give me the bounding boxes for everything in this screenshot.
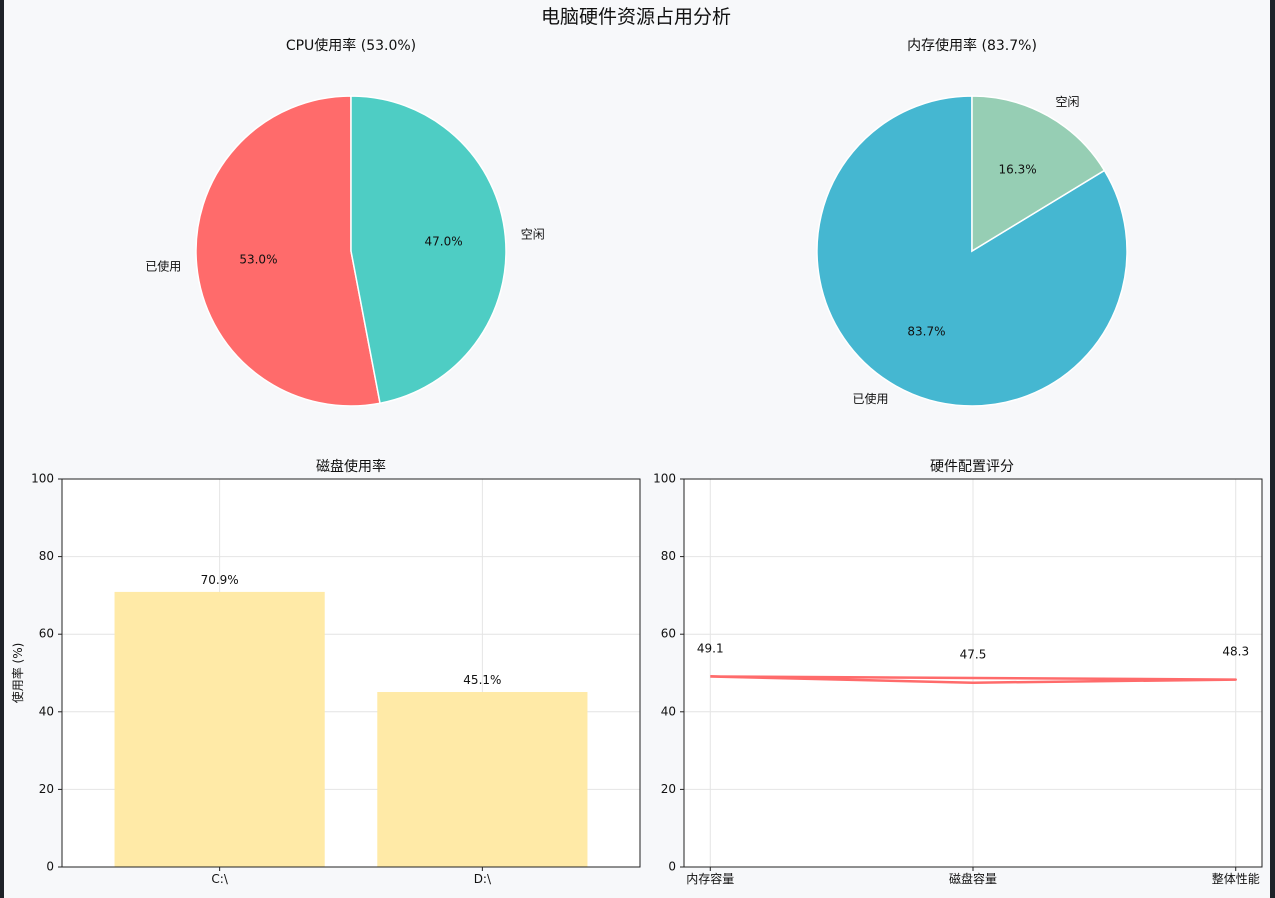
y-tick-label: 40 <box>39 704 54 718</box>
x-tick-label: C:\ <box>211 872 228 886</box>
bar <box>114 591 325 867</box>
y-tick-label: 80 <box>39 549 54 563</box>
chart-canvas: 电脑硬件资源占用分析 CPU使用率 (53.0%) 已使用 53.0% 空闲 47.0… <box>10 6 1263 886</box>
pie-slice-1 <box>971 95 1106 253</box>
y-tick-label: 80 <box>661 549 676 563</box>
pie-slice-1 <box>350 95 507 405</box>
disk-bar-chart: 0 20 40 60 80 100 C:\ D:\ 70.9% 45.1% 使用率 (%) <box>10 472 641 886</box>
x-tick-label: 内存容量 <box>686 871 734 886</box>
pie-pct-label: 83.7% <box>907 325 945 339</box>
score-line-chart: 0 20 40 60 80 100 内存容量 磁盘容量 整体性能 49.1 47.5 48.3 <box>653 472 1263 886</box>
cpu-pie-title: CPU使用率 (53.0%) <box>286 37 416 54</box>
y-tick-label: 0 <box>668 860 676 874</box>
figure: 电脑硬件资源占用分析 CPU使用率 (53.0%) 已使用 53.0% 空闲 47.0… <box>4 0 1270 898</box>
x-tick-label: 磁盘容量 <box>949 871 997 886</box>
score-line <box>710 675 1237 684</box>
y-tick-label: 60 <box>39 627 54 641</box>
bar-value-label: 70.9% <box>201 573 239 587</box>
figure-title: 电脑硬件资源占用分析 <box>541 6 731 28</box>
point-value-label: 49.1 <box>697 641 724 655</box>
pie-slice-0 <box>195 95 381 407</box>
y-tick-label: 20 <box>661 782 676 796</box>
y-axis-label: 使用率 (%) <box>10 643 25 704</box>
disk-chart-title: 磁盘使用率 <box>316 458 386 475</box>
pie-pct-label: 53.0% <box>239 252 277 266</box>
point-value-label: 47.5 <box>960 648 987 662</box>
pie-label: 已使用 <box>145 259 181 274</box>
pie-label: 空闲 <box>1056 95 1080 109</box>
y-tick-label: 20 <box>39 782 54 796</box>
memory-pie-title: 内存使用率 (83.7%) <box>907 37 1037 54</box>
axes-frame <box>61 478 641 868</box>
y-tick-label: 100 <box>653 472 676 486</box>
cpu-pie: 已使用 53.0% 空闲 47.0% <box>145 95 545 407</box>
y-tick-label: 0 <box>46 860 54 874</box>
bar-value-label: 45.1% <box>463 673 501 687</box>
score-chart-title: 硬件配置评分 <box>930 459 1014 475</box>
pie-pct-label: 16.3% <box>999 162 1037 176</box>
pie-pct-label: 47.0% <box>425 235 463 249</box>
y-tick-label: 40 <box>661 704 676 718</box>
x-tick-label: 整体性能 <box>1212 871 1260 886</box>
axes-frame <box>683 478 1263 868</box>
pie-label: 空闲 <box>521 227 545 241</box>
pie-label: 已使用 <box>852 391 888 406</box>
x-tick-label: D:\ <box>474 872 492 886</box>
memory-pie: 已使用 83.7% 空闲 16.3% <box>816 95 1128 407</box>
point-value-label: 48.3 <box>1222 645 1249 659</box>
y-tick-label: 100 <box>31 472 54 486</box>
y-tick-label: 60 <box>661 627 676 641</box>
bar <box>377 692 588 867</box>
